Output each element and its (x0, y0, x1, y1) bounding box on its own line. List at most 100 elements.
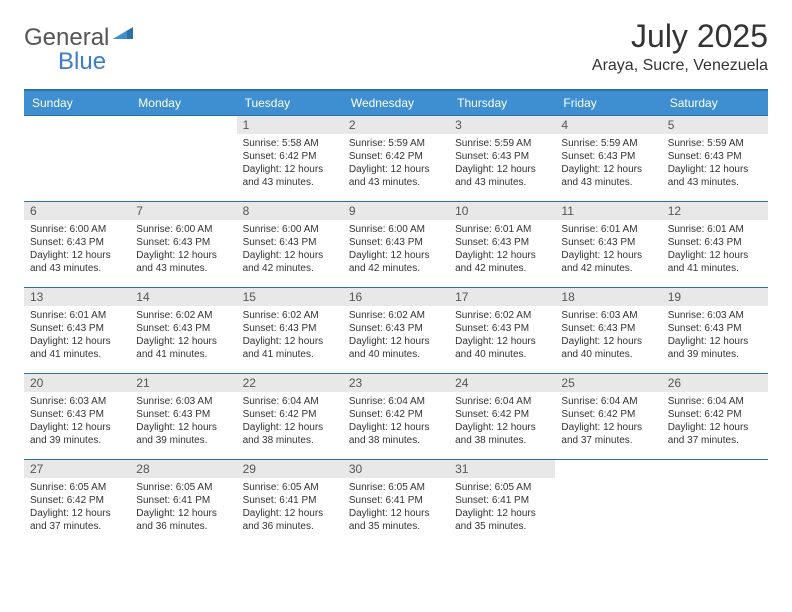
logo-text-blue: Blue (58, 48, 106, 75)
weekday-header: Thursday (449, 90, 555, 116)
day-number: 4 (555, 116, 661, 134)
calendar-day-cell: 3Sunrise: 5:59 AMSunset: 6:43 PMDaylight… (449, 116, 555, 202)
calendar-week-row: 13Sunrise: 6:01 AMSunset: 6:43 PMDayligh… (24, 288, 768, 374)
calendar-day-cell: 19Sunrise: 6:03 AMSunset: 6:43 PMDayligh… (662, 288, 768, 374)
day-content: Sunrise: 6:02 AMSunset: 6:43 PMDaylight:… (237, 306, 343, 364)
calendar-day-cell: 31Sunrise: 6:05 AMSunset: 6:41 PMDayligh… (449, 460, 555, 546)
day-number: 9 (343, 202, 449, 220)
day-number: 18 (555, 288, 661, 306)
weekday-header: Tuesday (237, 90, 343, 116)
calendar-day-cell: 27Sunrise: 6:05 AMSunset: 6:42 PMDayligh… (24, 460, 130, 546)
day-content: Sunrise: 6:02 AMSunset: 6:43 PMDaylight:… (130, 306, 236, 364)
calendar-day-cell (24, 116, 130, 202)
calendar-week-row: 1Sunrise: 5:58 AMSunset: 6:42 PMDaylight… (24, 116, 768, 202)
day-content: Sunrise: 6:01 AMSunset: 6:43 PMDaylight:… (449, 220, 555, 278)
day-number: 12 (662, 202, 768, 220)
day-content: Sunrise: 6:04 AMSunset: 6:42 PMDaylight:… (449, 392, 555, 450)
calendar-day-cell: 9Sunrise: 6:00 AMSunset: 6:43 PMDaylight… (343, 202, 449, 288)
calendar-day-cell: 29Sunrise: 6:05 AMSunset: 6:41 PMDayligh… (237, 460, 343, 546)
weekday-header: Saturday (662, 90, 768, 116)
day-content: Sunrise: 6:03 AMSunset: 6:43 PMDaylight:… (662, 306, 768, 364)
calendar-day-cell: 11Sunrise: 6:01 AMSunset: 6:43 PMDayligh… (555, 202, 661, 288)
day-number: 20 (24, 374, 130, 392)
location: Araya, Sucre, Venezuela (592, 57, 768, 75)
calendar-day-cell: 8Sunrise: 6:00 AMSunset: 6:43 PMDaylight… (237, 202, 343, 288)
calendar-day-cell (130, 116, 236, 202)
day-number: 14 (130, 288, 236, 306)
day-content: Sunrise: 6:03 AMSunset: 6:43 PMDaylight:… (130, 392, 236, 450)
calendar-day-cell: 16Sunrise: 6:02 AMSunset: 6:43 PMDayligh… (343, 288, 449, 374)
calendar-week-row: 27Sunrise: 6:05 AMSunset: 6:42 PMDayligh… (24, 460, 768, 546)
calendar-table: Sunday Monday Tuesday Wednesday Thursday… (24, 89, 768, 546)
calendar-week-row: 20Sunrise: 6:03 AMSunset: 6:43 PMDayligh… (24, 374, 768, 460)
calendar-day-cell: 22Sunrise: 6:04 AMSunset: 6:42 PMDayligh… (237, 374, 343, 460)
weekday-header: Monday (130, 90, 236, 116)
calendar-body: 1Sunrise: 5:58 AMSunset: 6:42 PMDaylight… (24, 116, 768, 546)
day-content: Sunrise: 6:04 AMSunset: 6:42 PMDaylight:… (343, 392, 449, 450)
day-number: 30 (343, 460, 449, 478)
calendar-day-cell: 13Sunrise: 6:01 AMSunset: 6:43 PMDayligh… (24, 288, 130, 374)
day-content: Sunrise: 6:00 AMSunset: 6:43 PMDaylight:… (343, 220, 449, 278)
calendar-day-cell: 20Sunrise: 6:03 AMSunset: 6:43 PMDayligh… (24, 374, 130, 460)
day-number: 24 (449, 374, 555, 392)
day-content: Sunrise: 6:02 AMSunset: 6:43 PMDaylight:… (449, 306, 555, 364)
calendar-day-cell: 25Sunrise: 6:04 AMSunset: 6:42 PMDayligh… (555, 374, 661, 460)
day-number: 19 (662, 288, 768, 306)
calendar-day-cell: 10Sunrise: 6:01 AMSunset: 6:43 PMDayligh… (449, 202, 555, 288)
day-content: Sunrise: 5:59 AMSunset: 6:43 PMDaylight:… (662, 134, 768, 192)
calendar-week-row: 6Sunrise: 6:00 AMSunset: 6:43 PMDaylight… (24, 202, 768, 288)
day-number: 1 (237, 116, 343, 134)
day-number: 17 (449, 288, 555, 306)
calendar-day-cell: 12Sunrise: 6:01 AMSunset: 6:43 PMDayligh… (662, 202, 768, 288)
weekday-header: Friday (555, 90, 661, 116)
day-content: Sunrise: 5:58 AMSunset: 6:42 PMDaylight:… (237, 134, 343, 192)
day-number: 6 (24, 202, 130, 220)
day-number: 26 (662, 374, 768, 392)
day-content: Sunrise: 6:03 AMSunset: 6:43 PMDaylight:… (24, 392, 130, 450)
day-content: Sunrise: 6:00 AMSunset: 6:43 PMDaylight:… (24, 220, 130, 278)
calendar-day-cell: 5Sunrise: 5:59 AMSunset: 6:43 PMDaylight… (662, 116, 768, 202)
day-number: 27 (24, 460, 130, 478)
day-content: Sunrise: 6:05 AMSunset: 6:41 PMDaylight:… (449, 478, 555, 536)
calendar-day-cell: 2Sunrise: 5:59 AMSunset: 6:42 PMDaylight… (343, 116, 449, 202)
day-content: Sunrise: 6:01 AMSunset: 6:43 PMDaylight:… (24, 306, 130, 364)
calendar-day-cell: 6Sunrise: 6:00 AMSunset: 6:43 PMDaylight… (24, 202, 130, 288)
day-number: 7 (130, 202, 236, 220)
weekday-header-row: Sunday Monday Tuesday Wednesday Thursday… (24, 90, 768, 116)
day-number: 5 (662, 116, 768, 134)
day-content: Sunrise: 6:03 AMSunset: 6:43 PMDaylight:… (555, 306, 661, 364)
month-title: July 2025 (592, 18, 768, 55)
title-block: July 2025 Araya, Sucre, Venezuela (592, 18, 768, 75)
day-number: 13 (24, 288, 130, 306)
day-content: Sunrise: 6:01 AMSunset: 6:43 PMDaylight:… (662, 220, 768, 278)
day-content: Sunrise: 6:05 AMSunset: 6:41 PMDaylight:… (130, 478, 236, 536)
day-number: 2 (343, 116, 449, 134)
calendar-day-cell: 4Sunrise: 5:59 AMSunset: 6:43 PMDaylight… (555, 116, 661, 202)
day-content: Sunrise: 5:59 AMSunset: 6:43 PMDaylight:… (555, 134, 661, 192)
day-content: Sunrise: 6:00 AMSunset: 6:43 PMDaylight:… (130, 220, 236, 278)
day-content: Sunrise: 6:00 AMSunset: 6:43 PMDaylight:… (237, 220, 343, 278)
calendar-day-cell (662, 460, 768, 546)
day-number: 15 (237, 288, 343, 306)
day-content: Sunrise: 6:04 AMSunset: 6:42 PMDaylight:… (555, 392, 661, 450)
day-number: 29 (237, 460, 343, 478)
day-content: Sunrise: 6:05 AMSunset: 6:41 PMDaylight:… (237, 478, 343, 536)
calendar-day-cell: 26Sunrise: 6:04 AMSunset: 6:42 PMDayligh… (662, 374, 768, 460)
header: General July 2025 Araya, Sucre, Venezuel… (24, 18, 768, 75)
day-number: 10 (449, 202, 555, 220)
calendar-day-cell: 30Sunrise: 6:05 AMSunset: 6:41 PMDayligh… (343, 460, 449, 546)
day-content: Sunrise: 6:04 AMSunset: 6:42 PMDaylight:… (662, 392, 768, 450)
calendar-day-cell: 17Sunrise: 6:02 AMSunset: 6:43 PMDayligh… (449, 288, 555, 374)
day-content: Sunrise: 6:02 AMSunset: 6:43 PMDaylight:… (343, 306, 449, 364)
day-number: 31 (449, 460, 555, 478)
calendar-day-cell: 18Sunrise: 6:03 AMSunset: 6:43 PMDayligh… (555, 288, 661, 374)
day-number: 21 (130, 374, 236, 392)
calendar-day-cell: 28Sunrise: 6:05 AMSunset: 6:41 PMDayligh… (130, 460, 236, 546)
calendar-page: General July 2025 Araya, Sucre, Venezuel… (0, 0, 792, 564)
calendar-day-cell: 7Sunrise: 6:00 AMSunset: 6:43 PMDaylight… (130, 202, 236, 288)
day-content: Sunrise: 6:05 AMSunset: 6:41 PMDaylight:… (343, 478, 449, 536)
day-number: 8 (237, 202, 343, 220)
calendar-day-cell: 23Sunrise: 6:04 AMSunset: 6:42 PMDayligh… (343, 374, 449, 460)
calendar-day-cell: 21Sunrise: 6:03 AMSunset: 6:43 PMDayligh… (130, 374, 236, 460)
weekday-header: Sunday (24, 90, 130, 116)
